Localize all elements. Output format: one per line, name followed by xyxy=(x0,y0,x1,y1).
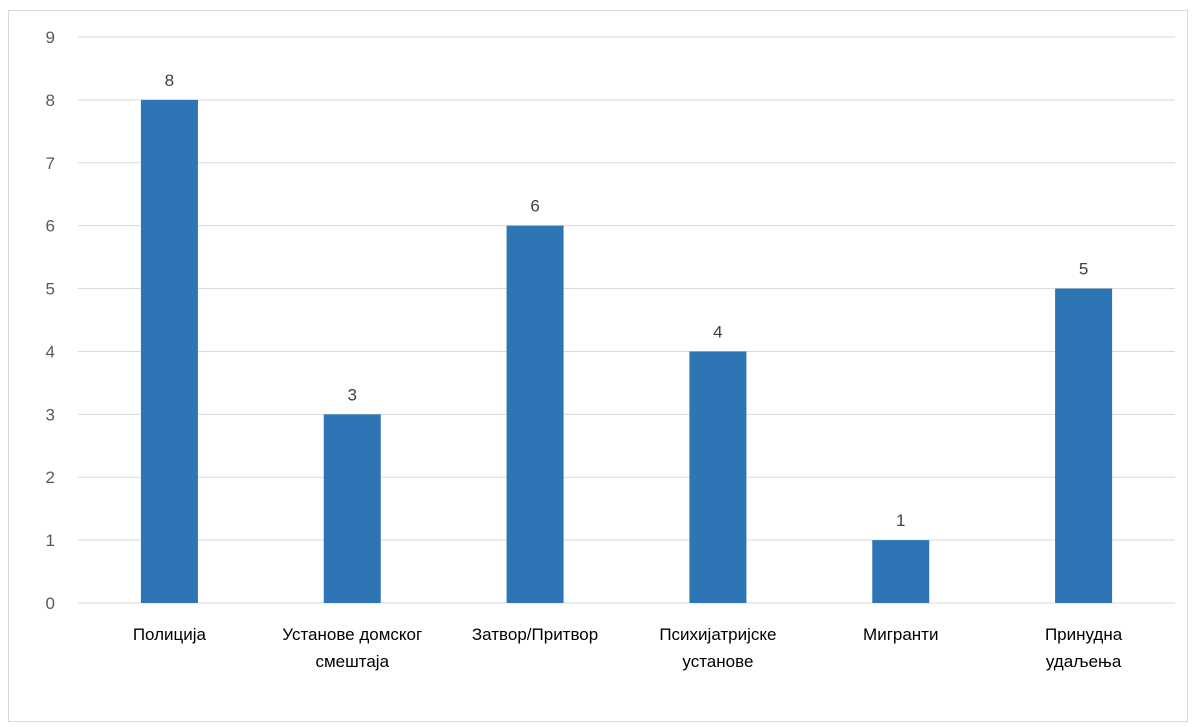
x-tick-label: удаљења xyxy=(1046,652,1122,671)
x-tick-label: Полиција xyxy=(133,625,207,644)
y-tick-label: 0 xyxy=(46,594,55,613)
y-tick-label: 1 xyxy=(46,531,55,550)
y-tick-label: 7 xyxy=(46,154,55,173)
y-tick-label: 3 xyxy=(46,405,55,424)
y-tick-label: 5 xyxy=(46,280,55,299)
x-tick-label: смештаја xyxy=(315,652,389,671)
y-tick-label: 6 xyxy=(46,217,55,236)
x-tick-label: Психијатријске xyxy=(659,625,776,644)
data-label: 1 xyxy=(896,511,905,530)
y-tick-label: 8 xyxy=(46,91,55,110)
x-tick-label: Мигранти xyxy=(863,625,938,644)
y-tick-label: 4 xyxy=(46,342,55,361)
bar xyxy=(323,414,381,603)
bar xyxy=(689,351,747,603)
x-tick-label: установе xyxy=(682,652,753,671)
x-tick-label: Принудна xyxy=(1045,625,1123,644)
x-tick-label: Установе домског xyxy=(282,625,422,644)
x-tick-label: Затвор/Притвор xyxy=(472,625,598,644)
data-label: 6 xyxy=(530,197,539,216)
y-tick-label: 2 xyxy=(46,468,55,487)
bar xyxy=(872,540,930,603)
bar xyxy=(506,225,564,603)
data-label: 8 xyxy=(165,71,174,90)
bar xyxy=(1055,288,1113,603)
bar xyxy=(140,99,198,603)
y-tick-label: 9 xyxy=(46,28,55,47)
data-label: 3 xyxy=(348,385,357,404)
data-label: 5 xyxy=(1079,260,1088,279)
data-label: 4 xyxy=(713,322,722,341)
